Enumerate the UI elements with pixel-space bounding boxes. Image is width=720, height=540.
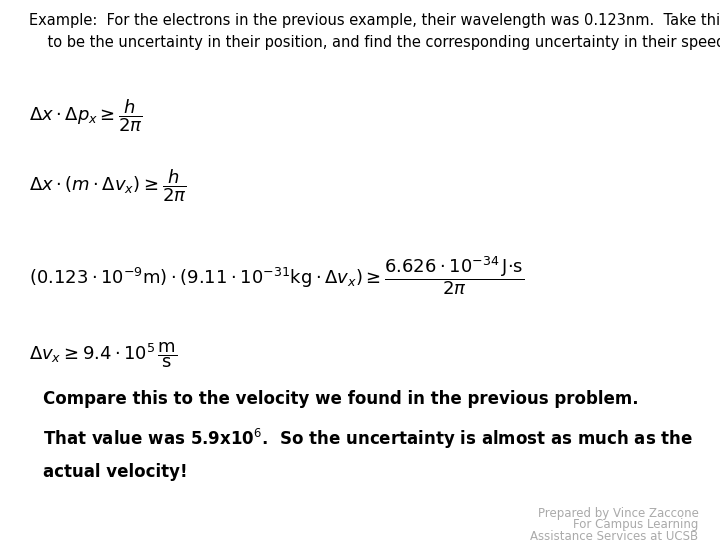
Text: actual velocity!: actual velocity! (43, 463, 188, 481)
Text: Assistance Services at UCSB: Assistance Services at UCSB (530, 530, 698, 540)
Text: $\Delta x \cdot (m \cdot \Delta v_x) \geq \dfrac{h}{2\pi}$: $\Delta x \cdot (m \cdot \Delta v_x) \ge… (29, 167, 186, 204)
Text: $\Delta v_x \geq 9.4 \cdot 10^5\, \dfrac{\mathrm{m}}{\mathrm{s}}$: $\Delta v_x \geq 9.4 \cdot 10^5\, \dfrac… (29, 340, 177, 370)
Text: $(0.123 \cdot 10^{-9}\mathrm{m}) \cdot (9.11 \cdot 10^{-31}\mathrm{kg} \cdot \De: $(0.123 \cdot 10^{-9}\mathrm{m}) \cdot (… (29, 254, 524, 296)
Text: Example:  For the electrons in the previous example, their wavelength was 0.123n: Example: For the electrons in the previo… (29, 14, 720, 50)
Text: That value was 5.9x10$^6$.  So the uncertainty is almost as much as the: That value was 5.9x10$^6$. So the uncert… (43, 427, 693, 451)
Text: $\Delta x \cdot \Delta p_x \geq \dfrac{h}{2\pi}$: $\Delta x \cdot \Delta p_x \geq \dfrac{h… (29, 97, 143, 134)
Text: For Campus Learning: For Campus Learning (573, 518, 698, 531)
Text: Compare this to the velocity we found in the previous problem.: Compare this to the velocity we found in… (43, 390, 639, 408)
Text: Prepared by Vince Zaccone: Prepared by Vince Zaccone (538, 507, 698, 519)
